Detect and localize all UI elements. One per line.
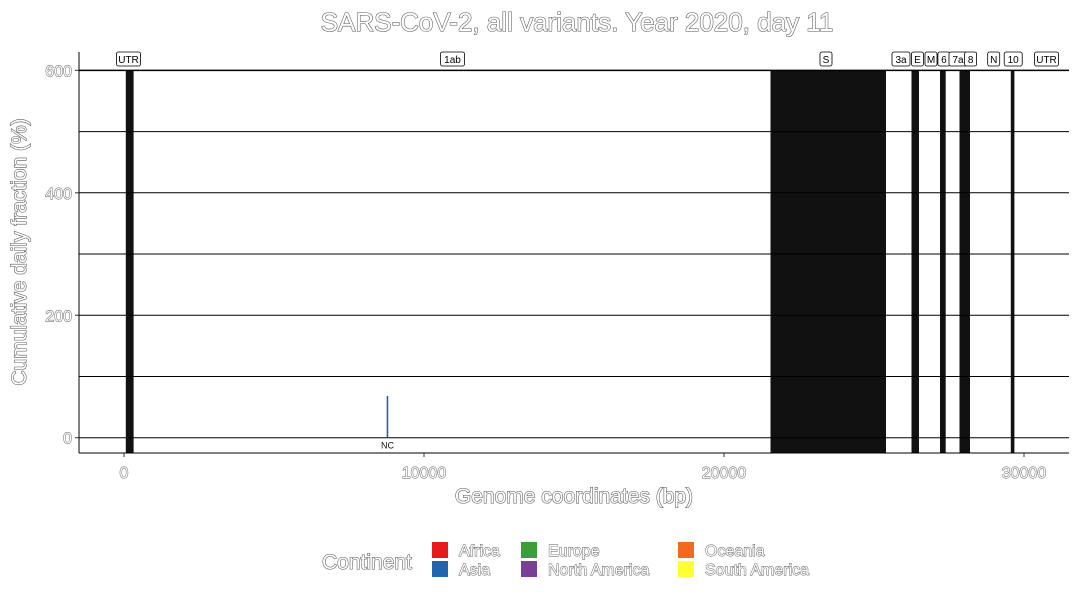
legend-label: Africa: [459, 543, 500, 560]
gene-label-3a: 3a: [891, 51, 911, 67]
x-tick-label: 10000: [402, 465, 447, 482]
x-tick-label: 20000: [702, 465, 747, 482]
legend-title: Continent: [322, 551, 412, 574]
gene-label-m: M: [924, 51, 938, 67]
gene-band-6: [940, 70, 946, 454]
gene-label-text: E: [914, 55, 921, 66]
legend-label: South America: [705, 562, 809, 579]
legend-swatch-north-america: [521, 561, 537, 577]
gene-label-box: [116, 51, 141, 67]
legend-label: Asia: [459, 562, 490, 579]
gene-label-text: 7a: [952, 55, 964, 66]
gene-band-10: [1010, 70, 1015, 454]
gene-label-box: [440, 51, 465, 67]
gene-label-text: 8: [968, 55, 974, 66]
gene-label-text: UTR: [118, 55, 139, 66]
gene-label-utr: UTR: [116, 51, 141, 67]
gene-label-1ab: 1ab: [440, 51, 465, 67]
gene-label-s: S: [819, 51, 833, 67]
gene-label-text: M: [927, 55, 935, 66]
x-axis-label: Genome coordinates (bp): [455, 485, 693, 508]
legend: Continent Africa Asia Europe North America O…: [321, 542, 810, 579]
mutation-label: NC: [381, 441, 394, 451]
gene-band-utr: [125, 70, 134, 454]
gene-label-10: 10: [1003, 51, 1023, 67]
x-tick-label: 30000: [1002, 465, 1047, 482]
gene-label-box: [1003, 51, 1023, 67]
legend-swatch-africa: [432, 542, 448, 558]
gene-label-8: 8: [964, 51, 977, 67]
gene-label-text: N: [990, 55, 997, 66]
y-axis-label: Cumulative daily fraction (%): [8, 118, 31, 385]
bar-asia: [386, 396, 389, 438]
y-tick-label: 400: [45, 186, 72, 203]
gene-label-box: [964, 51, 977, 67]
gene-label-text: 10: [1008, 55, 1020, 66]
gene-band-s: [770, 70, 886, 454]
legend-swatch-europe: [521, 542, 537, 558]
chart-title: SARS-CoV-2, all variants. Year 2020, day…: [321, 7, 834, 37]
x-tick-label: 0: [120, 465, 129, 482]
legend-swatch-south-america: [678, 561, 694, 577]
gene-label-utr: UTR: [1034, 51, 1059, 67]
gene-label-box: [1034, 51, 1059, 67]
gene-band-8: [959, 70, 970, 454]
gene-label-n: N: [987, 51, 1001, 67]
gene-label-box: [987, 51, 1001, 67]
y-tick-label: 0: [63, 431, 72, 448]
gene-label-text: S: [823, 55, 830, 66]
legend-swatch-asia: [432, 561, 448, 577]
gene-label-text: 3a: [895, 55, 907, 66]
gene-label-box: [891, 51, 911, 67]
gene-label-6: 6: [937, 51, 951, 67]
y-tick-label: 600: [45, 63, 72, 80]
legend-label: North America: [548, 562, 649, 579]
legend-swatch-oceania: [678, 542, 694, 558]
plot-area: 0 200 400 600 0 10000 20000 30000 NC UTR 1ab S 3a E M 6…: [45, 51, 1069, 482]
y-tick-label: 200: [45, 308, 72, 325]
gene-label-text: 1ab: [444, 55, 461, 66]
gene-label-box: [911, 51, 924, 67]
legend-label: Oceania: [705, 543, 765, 560]
gene-label-box: [819, 51, 833, 67]
gene-label-box: [924, 51, 938, 67]
gene-label-text: 6: [941, 55, 947, 66]
gene-label-e: E: [911, 51, 924, 67]
gene-band-e: [911, 70, 919, 454]
legend-label: Europe: [548, 543, 600, 560]
gene-label-text: UTR: [1036, 55, 1057, 66]
